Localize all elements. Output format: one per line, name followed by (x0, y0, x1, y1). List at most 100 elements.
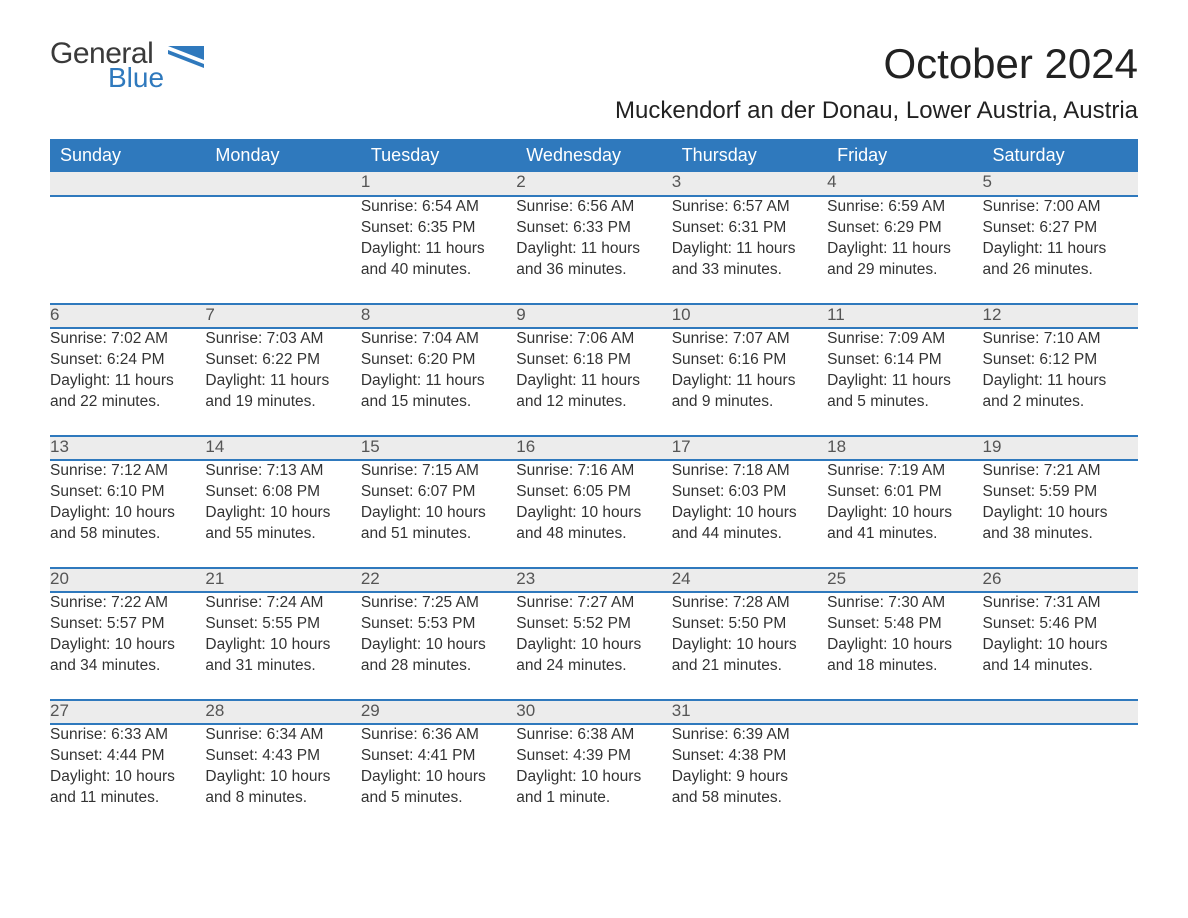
sunset-text: Sunset: 6:10 PM (50, 482, 205, 503)
sunrise-text: Sunrise: 6:33 AM (50, 725, 205, 746)
weekday-header: Wednesday (516, 139, 671, 172)
day-number-cell: 15 (361, 436, 516, 460)
daylight-text: and 11 minutes. (50, 788, 205, 809)
daylight-text: and 33 minutes. (672, 260, 827, 281)
sunset-text: Sunset: 6:24 PM (50, 350, 205, 371)
day-number-row: 12345 (50, 172, 1138, 196)
sunset-text: Sunset: 6:05 PM (516, 482, 671, 503)
day-content-cell: Sunrise: 6:39 AMSunset: 4:38 PMDaylight:… (672, 724, 827, 821)
day-number-cell: 6 (50, 304, 205, 328)
weekday-header: Saturday (983, 139, 1138, 172)
daylight-text: Daylight: 11 hours (827, 371, 982, 392)
day-number-cell: 28 (205, 700, 360, 724)
daylight-text: and 55 minutes. (205, 524, 360, 545)
day-number-cell: 9 (516, 304, 671, 328)
day-content-cell (983, 724, 1138, 821)
sunrise-text: Sunrise: 7:28 AM (672, 593, 827, 614)
flag-icon (168, 46, 204, 68)
daylight-text: Daylight: 10 hours (672, 635, 827, 656)
day-number-cell (50, 172, 205, 196)
day-content-cell: Sunrise: 7:18 AMSunset: 6:03 PMDaylight:… (672, 460, 827, 568)
daylight-text: Daylight: 11 hours (672, 371, 827, 392)
sunset-text: Sunset: 6:14 PM (827, 350, 982, 371)
sunrise-text: Sunrise: 6:57 AM (672, 197, 827, 218)
day-number-cell (827, 700, 982, 724)
sunrise-text: Sunrise: 7:04 AM (361, 329, 516, 350)
daylight-text: Daylight: 10 hours (50, 503, 205, 524)
daylight-text: and 34 minutes. (50, 656, 205, 677)
day-number-cell (983, 700, 1138, 724)
day-number-cell: 16 (516, 436, 671, 460)
sunrise-text: Sunrise: 6:34 AM (205, 725, 360, 746)
sunset-text: Sunset: 5:55 PM (205, 614, 360, 635)
sunset-text: Sunset: 5:53 PM (361, 614, 516, 635)
sunrise-text: Sunrise: 7:31 AM (983, 593, 1138, 614)
sunset-text: Sunset: 5:48 PM (827, 614, 982, 635)
day-number-cell: 19 (983, 436, 1138, 460)
sunrise-text: Sunrise: 7:19 AM (827, 461, 982, 482)
day-content-cell: Sunrise: 7:15 AMSunset: 6:07 PMDaylight:… (361, 460, 516, 568)
daylight-text: Daylight: 11 hours (361, 239, 516, 260)
weekday-header-row: Sunday Monday Tuesday Wednesday Thursday… (50, 139, 1138, 172)
daylight-text: Daylight: 10 hours (205, 503, 360, 524)
day-content-cell: Sunrise: 7:30 AMSunset: 5:48 PMDaylight:… (827, 592, 982, 700)
day-content-cell (50, 196, 205, 304)
day-content-cell: Sunrise: 7:27 AMSunset: 5:52 PMDaylight:… (516, 592, 671, 700)
daylight-text: Daylight: 10 hours (361, 767, 516, 788)
daylight-text: and 9 minutes. (672, 392, 827, 413)
day-content-cell: Sunrise: 6:38 AMSunset: 4:39 PMDaylight:… (516, 724, 671, 821)
sunset-text: Sunset: 4:41 PM (361, 746, 516, 767)
day-content-cell: Sunrise: 6:59 AMSunset: 6:29 PMDaylight:… (827, 196, 982, 304)
daylight-text: Daylight: 11 hours (516, 371, 671, 392)
sunrise-text: Sunrise: 7:16 AM (516, 461, 671, 482)
day-content-cell: Sunrise: 7:07 AMSunset: 6:16 PMDaylight:… (672, 328, 827, 436)
sunset-text: Sunset: 6:12 PM (983, 350, 1138, 371)
day-content-cell: Sunrise: 7:19 AMSunset: 6:01 PMDaylight:… (827, 460, 982, 568)
day-content-cell: Sunrise: 7:24 AMSunset: 5:55 PMDaylight:… (205, 592, 360, 700)
day-number-cell: 27 (50, 700, 205, 724)
day-content-row: Sunrise: 7:02 AMSunset: 6:24 PMDaylight:… (50, 328, 1138, 436)
sunset-text: Sunset: 6:16 PM (672, 350, 827, 371)
daylight-text: Daylight: 11 hours (205, 371, 360, 392)
sunrise-text: Sunrise: 7:27 AM (516, 593, 671, 614)
day-number-row: 20212223242526 (50, 568, 1138, 592)
daylight-text: Daylight: 11 hours (50, 371, 205, 392)
day-content-row: Sunrise: 6:33 AMSunset: 4:44 PMDaylight:… (50, 724, 1138, 821)
sunrise-text: Sunrise: 7:25 AM (361, 593, 516, 614)
sunset-text: Sunset: 6:33 PM (516, 218, 671, 239)
daylight-text: Daylight: 10 hours (50, 767, 205, 788)
day-content-cell: Sunrise: 7:02 AMSunset: 6:24 PMDaylight:… (50, 328, 205, 436)
day-number-cell: 14 (205, 436, 360, 460)
daylight-text: Daylight: 11 hours (516, 239, 671, 260)
logo-text-blue: Blue (108, 65, 164, 92)
day-content-cell: Sunrise: 7:22 AMSunset: 5:57 PMDaylight:… (50, 592, 205, 700)
day-content-cell: Sunrise: 6:57 AMSunset: 6:31 PMDaylight:… (672, 196, 827, 304)
day-number-cell (205, 172, 360, 196)
sunset-text: Sunset: 6:01 PM (827, 482, 982, 503)
daylight-text: Daylight: 11 hours (361, 371, 516, 392)
day-content-cell: Sunrise: 7:31 AMSunset: 5:46 PMDaylight:… (983, 592, 1138, 700)
sunset-text: Sunset: 6:03 PM (672, 482, 827, 503)
sunset-text: Sunset: 6:35 PM (361, 218, 516, 239)
daylight-text: and 51 minutes. (361, 524, 516, 545)
sunset-text: Sunset: 4:44 PM (50, 746, 205, 767)
sunset-text: Sunset: 5:50 PM (672, 614, 827, 635)
day-number-row: 6789101112 (50, 304, 1138, 328)
daylight-text: Daylight: 11 hours (672, 239, 827, 260)
day-content-cell: Sunrise: 7:04 AMSunset: 6:20 PMDaylight:… (361, 328, 516, 436)
day-number-cell: 17 (672, 436, 827, 460)
daylight-text: Daylight: 10 hours (672, 503, 827, 524)
sunrise-text: Sunrise: 7:07 AM (672, 329, 827, 350)
day-content-cell (827, 724, 982, 821)
sunset-text: Sunset: 4:38 PM (672, 746, 827, 767)
weekday-header: Sunday (50, 139, 205, 172)
daylight-text: and 2 minutes. (983, 392, 1138, 413)
daylight-text: Daylight: 10 hours (205, 635, 360, 656)
sunset-text: Sunset: 5:59 PM (983, 482, 1138, 503)
day-content-cell: Sunrise: 7:09 AMSunset: 6:14 PMDaylight:… (827, 328, 982, 436)
sunset-text: Sunset: 5:46 PM (983, 614, 1138, 635)
day-number-cell: 5 (983, 172, 1138, 196)
daylight-text: and 19 minutes. (205, 392, 360, 413)
sunrise-text: Sunrise: 7:09 AM (827, 329, 982, 350)
sunset-text: Sunset: 6:08 PM (205, 482, 360, 503)
